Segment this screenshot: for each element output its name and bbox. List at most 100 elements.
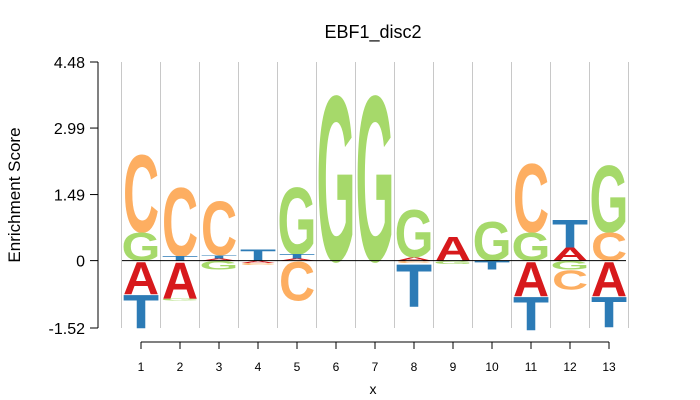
- x-tick-label: 9: [450, 360, 457, 374]
- logo-letter-C-pos3: C: [201, 185, 237, 272]
- x-axis: 1 2 3 4 5 6 7 8 9 10 11 12 13: [138, 341, 616, 374]
- logo-letter-C-pos1: C: [123, 133, 159, 257]
- x-tick-label: 2: [177, 360, 184, 374]
- logo-letter-glyph: T: [591, 288, 627, 336]
- logo-letter-T-pos4: T: [240, 247, 276, 264]
- logo-letter-A-pos1: A: [123, 253, 159, 305]
- logo-letter-A-pos9: A: [435, 230, 471, 268]
- logo-letter-glyph: G: [590, 147, 629, 253]
- logo-letter-C-pos13: C: [591, 224, 627, 269]
- logo-letter-G-pos5: G: [278, 169, 317, 275]
- logo-letter-G-pos7: G: [356, 48, 395, 312]
- logo-letter-G-pos9: G: [434, 260, 473, 266]
- y-tick-label: -1.52: [49, 321, 86, 338]
- logo-letter-glyph: G: [473, 211, 512, 273]
- logo-letter-G-pos8: G: [395, 196, 434, 272]
- logo-letter-glyph: G: [122, 224, 161, 269]
- logo-letter-C-pos8: C: [396, 260, 432, 263]
- logo-letter-glyph: G: [356, 48, 395, 312]
- logo-letter-G-pos13: G: [590, 147, 629, 253]
- logo-letter-glyph: A: [435, 230, 471, 268]
- y-axis: 4.48 2.99 1.49 0 -1.52: [49, 55, 99, 338]
- x-tick-label: 5: [294, 360, 301, 374]
- logo-letter-glyph: T: [552, 211, 588, 256]
- logo-letter-C-pos4: C: [240, 262, 276, 265]
- logo-letter-T-pos5: T: [279, 253, 316, 260]
- logo-letter-glyph: T: [240, 247, 276, 264]
- y-tick-label: 4.48: [54, 55, 85, 72]
- logo-letter-glyph: G: [278, 169, 317, 275]
- logo-letter-C-pos5: C: [279, 251, 315, 313]
- logo-letter-glyph: A: [240, 260, 276, 263]
- logo-letter-T-pos2: T: [162, 255, 199, 262]
- logo-letter-glyph: G: [200, 258, 239, 272]
- logo-letter-glyph: C: [123, 133, 159, 257]
- logo-letter-glyph: C: [591, 224, 627, 269]
- x-tick-label: 6: [333, 360, 340, 374]
- logo-letter-G-pos10: G: [473, 211, 512, 273]
- logo-letter-glyph: T: [162, 255, 199, 262]
- x-tick-label: 7: [372, 360, 379, 374]
- x-tick-label: 12: [563, 360, 577, 374]
- logo-letter-glyph: T: [513, 288, 549, 342]
- y-tick-label: 0: [76, 254, 85, 271]
- logo-letter-G-pos11: G: [512, 224, 551, 269]
- logo-letter-A-pos5: A: [279, 258, 315, 261]
- logo-letter-glyph: G: [317, 48, 356, 312]
- logo-letter-glyph: G: [512, 224, 551, 269]
- logo-letter-glyph: T: [201, 254, 238, 260]
- x-tick-label: 10: [485, 360, 499, 374]
- logo-letter-glyph: T: [279, 253, 316, 260]
- logo-letter-glyph: T: [474, 259, 510, 273]
- chart-title: EBF1_disc2: [324, 22, 421, 43]
- logo-letter-glyph: C: [396, 260, 432, 263]
- logo-letter-glyph: G: [395, 196, 434, 272]
- logo-letter-A-pos4: A: [240, 260, 276, 263]
- x-tick-label: 3: [216, 360, 223, 374]
- y-tick-label: 1.49: [54, 188, 85, 205]
- logo-letter-G-pos6: G: [317, 48, 356, 312]
- y-tick-label: 2.99: [54, 121, 85, 138]
- logo-letter-G-pos12: G: [551, 258, 590, 272]
- logo-letter-A-pos12: A: [552, 244, 588, 265]
- logo-letter-G-pos1: G: [122, 224, 161, 269]
- x-tick-label: 11: [525, 360, 538, 374]
- logo-letter-T-pos1: T: [123, 286, 159, 340]
- logo-letter-C-pos2: C: [162, 167, 198, 278]
- logo-letter-T-pos13: T: [591, 288, 627, 336]
- logo-letter-glyph: A: [201, 258, 237, 261]
- logo-letter-glyph: C: [201, 185, 237, 272]
- logo-letter-glyph: T: [396, 251, 432, 320]
- logo-letter-glyph: C: [552, 264, 588, 296]
- logo-letter-T-pos12: T: [552, 211, 588, 256]
- logo-letter-A-pos3: A: [201, 258, 237, 261]
- grid-layer: [121, 62, 629, 328]
- logo-letter-glyph: C: [240, 262, 276, 265]
- logo-letter-glyph: C: [279, 251, 315, 313]
- logo-letter-glyph: A: [279, 258, 315, 261]
- logo-letter-G-pos2: G: [161, 298, 200, 301]
- logo-letter-glyph: A: [396, 256, 432, 262]
- logo-letter-T-pos8: T: [396, 251, 432, 320]
- logo-letter-T-pos11: T: [513, 288, 549, 342]
- logo-letter-glyph: G: [434, 260, 473, 266]
- logo-letter-T-pos3: T: [201, 254, 238, 260]
- logo-letter-glyph: G: [161, 298, 200, 301]
- x-tick-label: 1: [138, 360, 145, 374]
- x-axis-label: x: [370, 381, 377, 397]
- y-axis-label: Enrichment Score: [5, 127, 24, 262]
- logo-letter-A-pos8: A: [396, 256, 432, 262]
- logo-letter-glyph: T: [123, 286, 159, 340]
- x-tick-label: 13: [602, 360, 616, 374]
- logo-letter-G-pos3: G: [200, 258, 239, 272]
- logo-letter-C-pos11: C: [513, 142, 549, 253]
- x-tick-label: 4: [255, 360, 262, 374]
- logo-letter-T-pos10: T: [474, 259, 510, 273]
- x-tick-label: 8: [411, 360, 418, 374]
- logo-letter-glyph: A: [123, 253, 159, 305]
- logo-letter-glyph: C: [513, 142, 549, 253]
- logo-letter-C-pos12: C: [552, 264, 588, 296]
- logo-letter-glyph: A: [552, 244, 588, 265]
